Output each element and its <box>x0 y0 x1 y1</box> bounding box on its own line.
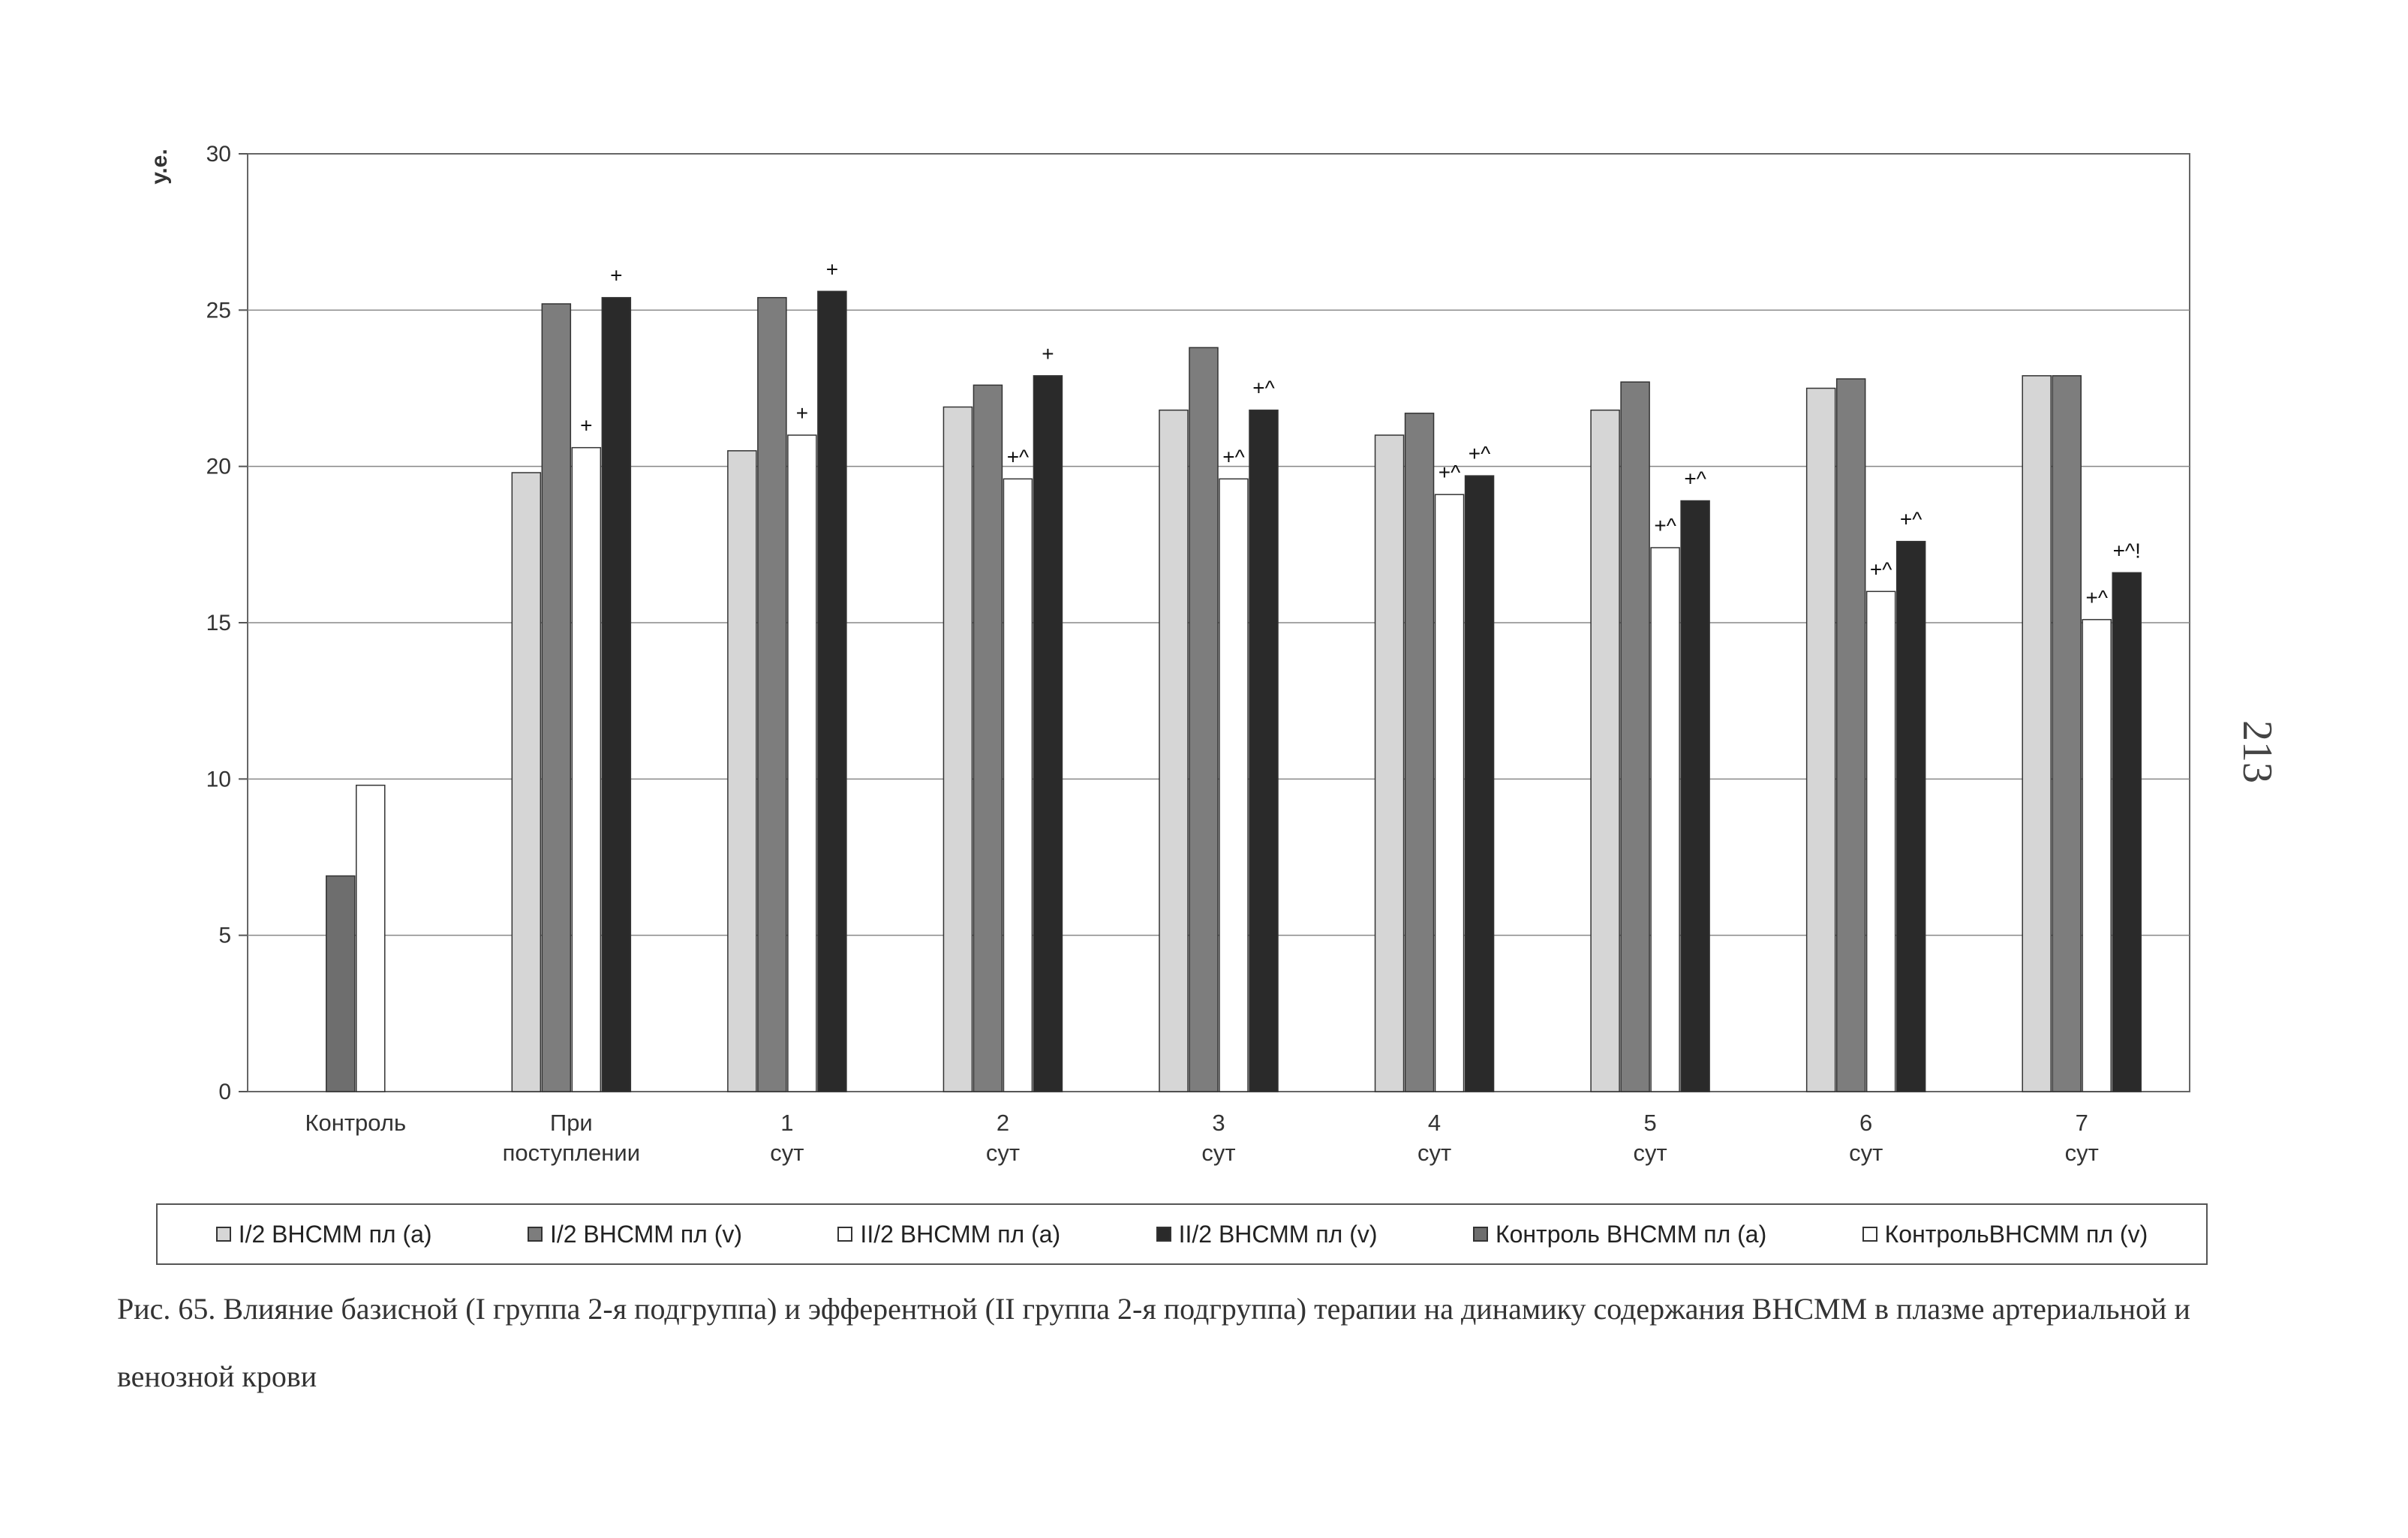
significance-marker: + <box>610 264 622 287</box>
bar-4-6 <box>1464 475 1495 1092</box>
bar-2-8 <box>1835 378 1866 1092</box>
bar-3-4 <box>1003 478 1033 1092</box>
bar-4-3 <box>817 290 847 1092</box>
legend-item: Контроль ВНСММ пл (a) <box>1472 1220 1767 1248</box>
significance-marker: +^! <box>2113 539 2141 562</box>
legend-swatch <box>1156 1227 1171 1242</box>
bar-4-2 <box>601 296 632 1092</box>
legend-swatch <box>215 1227 231 1242</box>
bar-1-6 <box>1374 434 1405 1092</box>
significance-marker: +^ <box>1684 467 1706 491</box>
legend-item: КонтрольВНСММ пл (v) <box>1862 1221 2148 1248</box>
legend-swatch <box>837 1227 853 1242</box>
legend-swatch <box>527 1227 543 1242</box>
legend-label: КонтрольВНСММ пл (v) <box>1884 1220 2148 1248</box>
y-tick-label: 10 <box>206 767 231 792</box>
bar-3-3 <box>787 434 817 1092</box>
y-tick-label: 5 <box>218 924 231 948</box>
x-tick-label: 1 сут <box>770 1110 804 1166</box>
significance-marker: +^ <box>1438 461 1461 484</box>
significance-marker: +^ <box>1900 508 1922 531</box>
chart-legend: I/2 ВНСММ пл (a) I/2 ВНСММ пл (v) II/2 ВНС… <box>156 1203 2208 1265</box>
bar-chart: 0 5 10 15 20 25 30 у.е. Контроль При поступлении 1 с… <box>147 142 2190 1166</box>
legend-label: I/2 ВНСММ пл (v) <box>549 1220 743 1248</box>
bar-4-9 <box>2112 572 2142 1092</box>
significance-marker: +^ <box>1654 514 1676 537</box>
bar-2-9 <box>2052 375 2082 1092</box>
page-number: 213 <box>2234 720 2280 783</box>
x-tick-label: 7 сут <box>2065 1110 2099 1166</box>
y-tick-label: 25 <box>206 298 231 323</box>
significance-marker: +^ <box>1469 442 1491 465</box>
significance-marker: + <box>1042 342 1054 365</box>
legend-label: II/2 ВНСММ пл (a) <box>860 1220 1061 1248</box>
bar-3-8 <box>1865 590 1896 1092</box>
x-tick-label: 5 сут <box>1634 1110 1667 1166</box>
bar-3-2 <box>571 446 602 1092</box>
significance-marker: + <box>580 414 592 437</box>
legend-item: I/2 ВНСММ пл (v) <box>527 1220 743 1248</box>
legend-swatch <box>1862 1227 1877 1242</box>
bar-4-5 <box>1249 409 1279 1092</box>
bar-1-3 <box>727 450 757 1092</box>
legend-label: II/2 ВНСММ пл (v) <box>1178 1220 1378 1248</box>
legend-label: I/2 ВНСММ пл (a) <box>238 1220 432 1248</box>
bar-1-2 <box>511 472 542 1092</box>
bar-3-7 <box>1650 547 1680 1092</box>
bar-2-4 <box>973 384 1003 1092</box>
x-tick-label: 4 сут <box>1417 1110 1451 1166</box>
bar-2-7 <box>1620 381 1650 1092</box>
figure-caption: Рис. 65. Влияние базисной (I группа 2-я … <box>117 1292 2190 1393</box>
legend-item: I/2 ВНСММ пл (a) <box>215 1220 432 1248</box>
bar-4-8 <box>1895 540 1926 1092</box>
significance-marker: + <box>826 257 838 281</box>
x-tick-label: 6 сут <box>1849 1110 1883 1166</box>
significance-marker: +^ <box>2085 586 2108 609</box>
y-tick-label: 15 <box>206 611 231 635</box>
significance-marker: +^ <box>1252 377 1275 400</box>
legend-item: II/2 ВНСММ пл (a) <box>837 1221 1060 1248</box>
bar-1-7 <box>1590 409 1620 1092</box>
bar-1-5 <box>1159 409 1189 1092</box>
bar-4-7 <box>1680 500 1710 1092</box>
legend-label: Контроль ВНСММ пл (a) <box>1495 1220 1767 1248</box>
y-axis-label: у.е. <box>147 149 172 184</box>
x-tick-label: При поступлении <box>503 1110 640 1166</box>
bar-3-9 <box>2082 619 2112 1092</box>
bar-5-1 <box>326 875 356 1092</box>
bar-1-4 <box>942 406 973 1092</box>
y-tick-label: 30 <box>206 142 231 167</box>
bar-2-5 <box>1189 347 1219 1092</box>
bar-2-6 <box>1404 413 1435 1092</box>
significance-marker: + <box>796 401 808 425</box>
y-tick-label: 20 <box>206 455 231 479</box>
bar-6-1 <box>356 784 386 1092</box>
bar-3-5 <box>1219 478 1249 1092</box>
bar-3-6 <box>1434 494 1465 1092</box>
bar-4-4 <box>1033 375 1063 1092</box>
significance-marker: +^ <box>1222 445 1245 468</box>
y-tick-label: 0 <box>218 1080 231 1104</box>
bar-1-9 <box>2022 375 2052 1092</box>
legend-item: II/2 ВНСММ пл (v) <box>1156 1221 1378 1248</box>
x-tick-label: 2 сут <box>986 1110 1020 1166</box>
x-tick-label: Контроль <box>305 1110 406 1136</box>
significance-marker: +^ <box>1007 445 1030 468</box>
bar-2-3 <box>757 296 787 1092</box>
bar-1-8 <box>1805 387 1836 1092</box>
x-tick-label: 3 сут <box>1201 1110 1235 1166</box>
significance-marker: +^ <box>1870 557 1892 581</box>
legend-swatch <box>1472 1227 1488 1242</box>
bar-2-2 <box>541 303 572 1092</box>
